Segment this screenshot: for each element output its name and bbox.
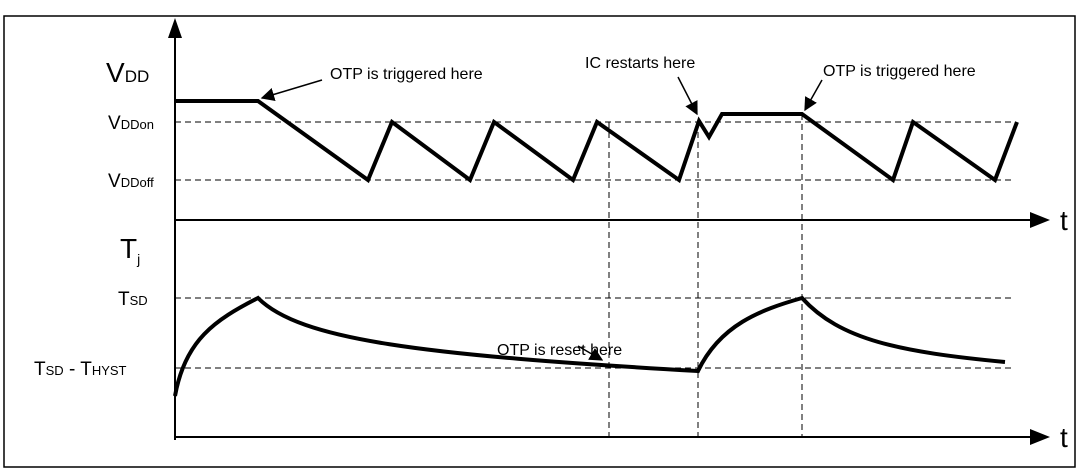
- time-label: t: [1060, 205, 1068, 236]
- reference-lines: [175, 114, 1015, 437]
- annotation: IC restarts here: [585, 55, 695, 72]
- annotation-arrow: [577, 345, 604, 361]
- annotation: OTP is reset here: [497, 342, 622, 359]
- tsd-thyst-label: TSD - THYST: [34, 359, 127, 380]
- annotation: OTP is triggered here: [823, 63, 976, 80]
- vdd-label: VDD: [106, 57, 149, 88]
- time-label: t: [1060, 422, 1068, 453]
- axes: [168, 18, 1050, 445]
- frame: [3, 15, 1076, 468]
- annotation: OTP is triggered here: [330, 66, 483, 83]
- vdd-waveform: [175, 99, 1019, 184]
- vddon-label: VDDon: [108, 113, 154, 134]
- annotation-arrow: [677, 76, 698, 116]
- tj-label: Tj: [120, 233, 140, 267]
- tsd-label: TSD: [118, 289, 148, 310]
- annotation-arrow: [260, 79, 323, 101]
- annotation-arrow: [804, 79, 823, 112]
- vddoff-label: VDDoff: [108, 171, 154, 192]
- tj-waveform: [173, 295, 1006, 397]
